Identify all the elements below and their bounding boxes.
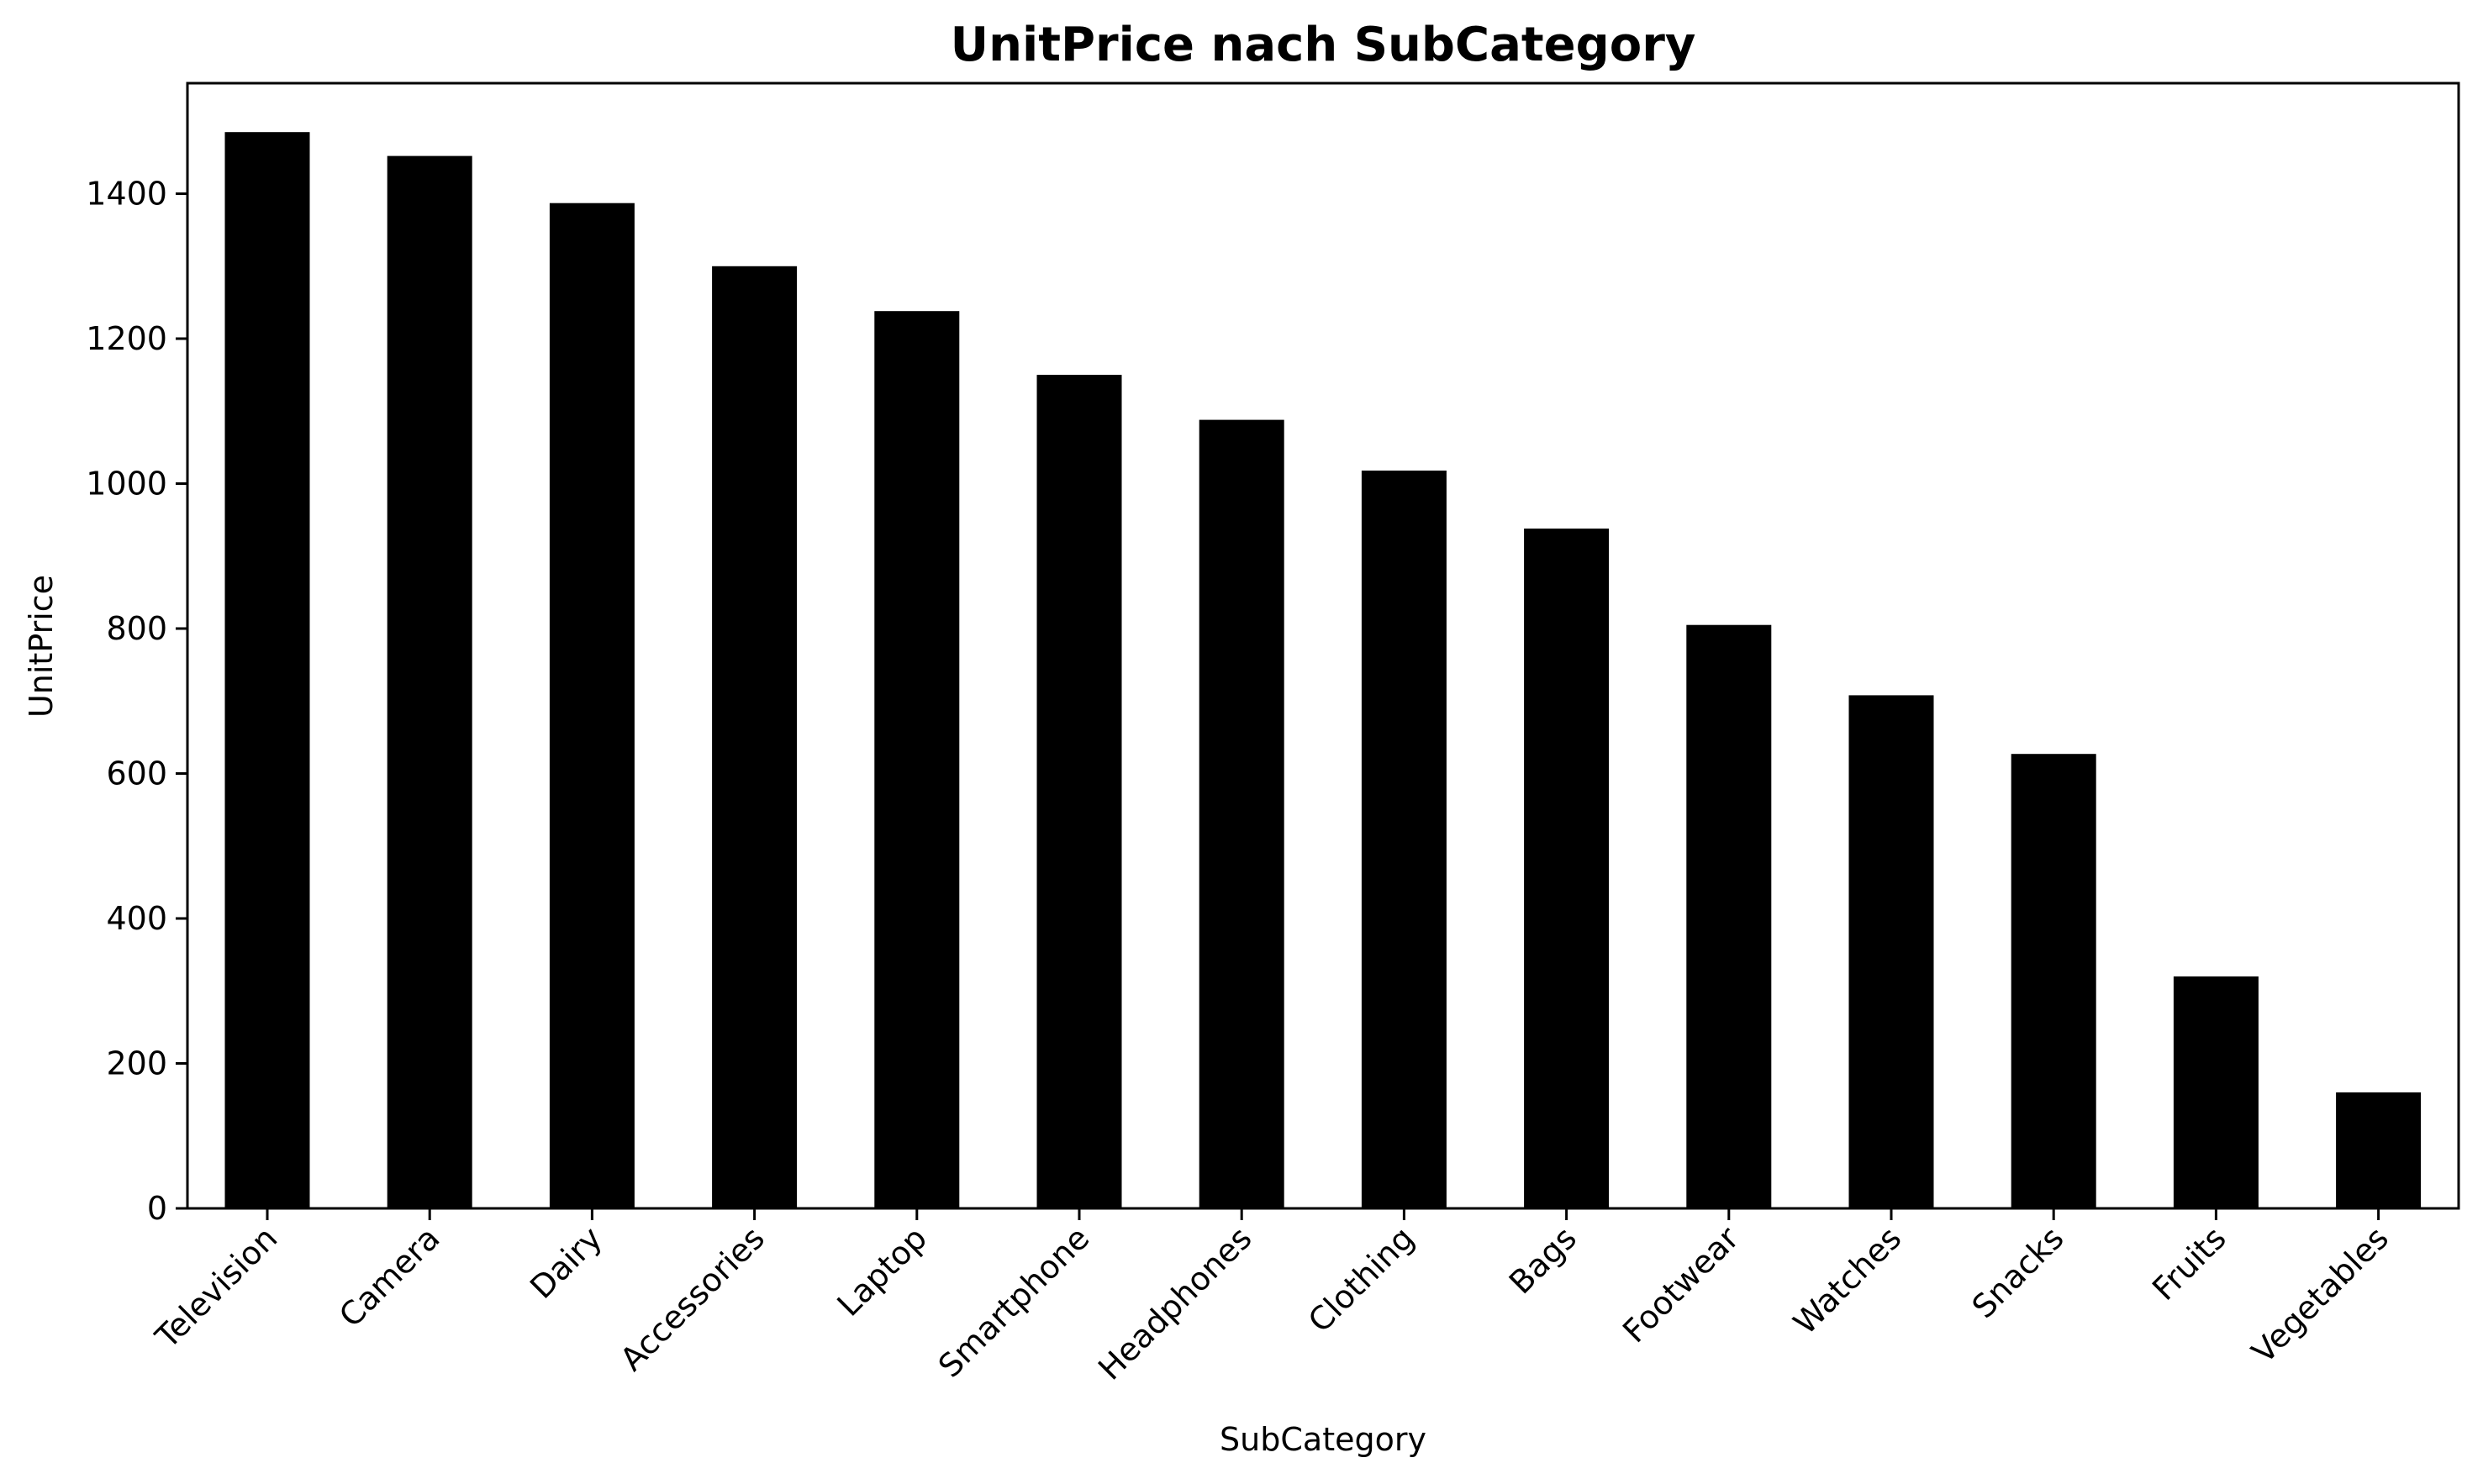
x-tick-label: Headphones [1091, 1219, 1258, 1387]
x-tick-label: Smartphone [931, 1219, 1096, 1384]
chart-title: UnitPrice nach SubCategory [951, 18, 1696, 72]
bars-group [224, 132, 2422, 1209]
y-tick-label: 1200 [86, 320, 167, 357]
x-tick-label: Snacks [1965, 1219, 2071, 1325]
x-tick-label: Fruits [2145, 1219, 2233, 1308]
y-tick-label: 800 [106, 610, 167, 647]
y-tick-label: 200 [106, 1045, 167, 1082]
x-tick-label: Bags [1502, 1219, 1584, 1301]
bar-fruits [2173, 976, 2259, 1208]
y-axis: 0 200 400 600 800 1000 1200 1400 [86, 176, 187, 1227]
bar-camera [387, 155, 472, 1209]
y-tick-label: 1000 [86, 466, 167, 503]
x-tick-label: Footwear [1616, 1219, 1746, 1350]
y-tick-label: 400 [106, 900, 167, 937]
x-tick-label: Camera [332, 1219, 447, 1334]
plot-frame [186, 82, 2460, 1210]
y-tick-label: 600 [106, 755, 167, 792]
bar-snacks [2011, 754, 2096, 1208]
x-tick-label: Watches [1786, 1219, 1908, 1341]
bar-vegetables [2336, 1092, 2422, 1208]
x-axis: Television Camera Dairy Accessories LaptopSm… [148, 1208, 2396, 1387]
bar-dairy [549, 203, 635, 1209]
bar-headphones [1199, 419, 1284, 1209]
x-tick-label: Television [148, 1219, 285, 1356]
y-tick-label: 1400 [86, 176, 167, 213]
x-tick-label: Dairy [523, 1219, 609, 1306]
bar-watches [1848, 695, 1934, 1208]
x-tick-label: Vegetables [2244, 1219, 2396, 1371]
x-axis-label: SubCategory [1220, 1421, 1426, 1458]
y-axis-label: UnitPrice [23, 575, 60, 718]
bar-footwear [1686, 624, 1772, 1208]
bar-accessories [712, 266, 798, 1209]
bar-television [224, 132, 310, 1209]
bar-smartphone [1036, 375, 1122, 1209]
x-tick-label: Laptop [830, 1219, 935, 1323]
x-tick-label: Accessories [613, 1219, 772, 1378]
bar-clothing [1361, 471, 1447, 1208]
x-tick-label: Clothing [1301, 1219, 1421, 1339]
bar-laptop [874, 311, 960, 1209]
y-tick-label: 0 [147, 1190, 167, 1227]
bar-bags [1524, 529, 1610, 1208]
